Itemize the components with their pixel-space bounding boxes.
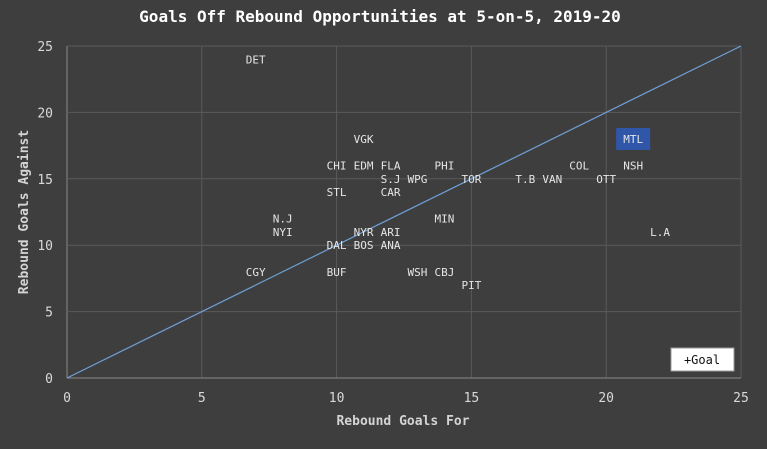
team-point: TOR xyxy=(461,173,481,186)
team-label: CBJ xyxy=(435,266,455,279)
x-tick-label: 20 xyxy=(598,391,614,406)
team-label: NSH xyxy=(623,160,643,173)
team-point: N.J xyxy=(273,213,293,226)
chart-title: Goals Off Rebound Opportunities at 5-on-… xyxy=(139,7,621,26)
team-label: BUF xyxy=(327,266,347,279)
x-ticks: 0 5 10 15 20 25 xyxy=(63,391,749,406)
goal-button-label[interactable]: +Goal xyxy=(684,353,720,367)
y-ticks: 0 5 10 15 20 25 xyxy=(37,40,53,387)
team-label: BOS xyxy=(354,239,374,252)
team-label: S.J xyxy=(381,173,401,186)
team-point: BUF xyxy=(327,266,347,279)
x-tick-label: 0 xyxy=(63,391,71,406)
team-point: EDM xyxy=(354,160,374,173)
team-point: PIT xyxy=(461,279,481,292)
team-point: MTL xyxy=(616,127,651,150)
team-point: DAL xyxy=(327,239,347,252)
team-point: T.B xyxy=(515,173,535,186)
x-tick-label: 5 xyxy=(198,391,206,406)
team-label: NYR xyxy=(354,226,374,239)
team-point: PHI xyxy=(435,160,455,173)
team-label: EDM xyxy=(354,160,374,173)
team-label: VAN xyxy=(542,173,562,186)
team-point: S.J xyxy=(381,173,401,186)
team-point: NYI xyxy=(273,226,293,239)
team-point: OTT xyxy=(596,173,616,186)
team-label: NYI xyxy=(273,226,293,239)
team-point: COL xyxy=(569,160,589,173)
team-point: WSH xyxy=(408,266,428,279)
team-label: COL xyxy=(569,160,589,173)
team-point: ANA xyxy=(381,239,401,252)
team-point: BOS xyxy=(354,239,374,252)
reference-line xyxy=(66,45,742,379)
team-label: N.J xyxy=(273,213,293,226)
team-label: T.B xyxy=(515,173,535,186)
team-point: NSH xyxy=(623,160,643,173)
team-point: MIN xyxy=(435,213,455,226)
team-label: ARI xyxy=(381,226,401,239)
team-point: CBJ xyxy=(435,266,455,279)
team-point: L.A xyxy=(650,226,670,239)
grid xyxy=(66,45,742,379)
team-label: PHI xyxy=(435,160,455,173)
x-tick-label: 25 xyxy=(733,391,749,406)
team-label: ANA xyxy=(381,239,401,252)
highlight-box xyxy=(616,127,651,150)
team-label: MTL xyxy=(623,133,643,146)
team-label: L.A xyxy=(650,226,670,239)
y-tick-label: 10 xyxy=(37,239,53,254)
x-tick-label: 15 xyxy=(464,391,480,406)
team-label: WPG xyxy=(408,173,428,186)
team-point: ARI xyxy=(381,226,401,239)
team-label: FLA xyxy=(381,160,401,173)
team-point: NYR xyxy=(354,226,374,239)
x-tick-label: 10 xyxy=(329,391,345,406)
team-label: CHI xyxy=(327,160,347,173)
team-label: MIN xyxy=(435,213,455,226)
team-label: STL xyxy=(327,186,347,199)
team-point: VGK xyxy=(354,133,374,146)
team-label: PIT xyxy=(461,279,481,292)
team-point: STL xyxy=(327,186,347,199)
goal-button[interactable]: +Goal xyxy=(670,347,735,372)
team-point: CHI xyxy=(327,160,347,173)
team-label: DAL xyxy=(327,239,347,252)
team-label: OTT xyxy=(596,173,616,186)
team-point: WPG xyxy=(408,173,428,186)
team-label: VGK xyxy=(354,133,374,146)
team-label: CGY xyxy=(246,266,266,279)
team-point: CGY xyxy=(246,266,266,279)
y-axis-label: Rebound Goals Against xyxy=(17,130,32,294)
team-point: VAN xyxy=(542,173,562,186)
y-tick-label: 25 xyxy=(37,40,53,55)
team-point: DET xyxy=(246,53,266,66)
team-point: FLA xyxy=(381,160,401,173)
team-label: WSH xyxy=(408,266,428,279)
team-points: DET VGK MTL CHI EDM FLA PHI COL NSH S.J WPG TOR T.B V… xyxy=(246,53,671,292)
x-axis-label: Rebound Goals For xyxy=(336,414,469,429)
team-label: DET xyxy=(246,53,266,66)
team-label: CAR xyxy=(381,186,401,199)
y-tick-label: 5 xyxy=(45,306,53,321)
y-tick-label: 0 xyxy=(45,372,53,387)
team-label: TOR xyxy=(461,173,481,186)
team-point: CAR xyxy=(381,186,401,199)
y-tick-label: 15 xyxy=(37,173,53,188)
goal-button-box[interactable] xyxy=(670,347,735,372)
y-tick-label: 20 xyxy=(37,106,53,121)
